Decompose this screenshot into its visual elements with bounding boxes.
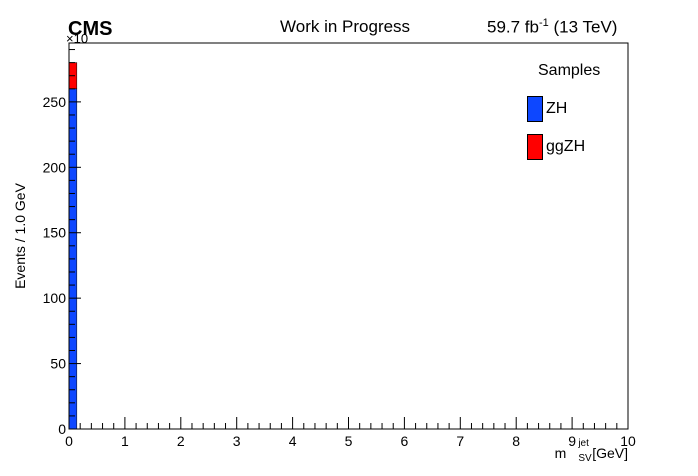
legend-label-zh: ZH — [546, 100, 568, 117]
experiment-label: CMS — [68, 18, 113, 40]
y-tick-label: 200 — [43, 159, 67, 175]
y-axis-multiplier: ×10 — [66, 31, 89, 46]
energy-label: (13 TeV) — [548, 17, 618, 37]
x-tick-label: 7 — [456, 433, 464, 449]
legend-swatch-zh — [527, 96, 543, 122]
x-tick-label: 9 — [568, 433, 576, 449]
x-tick-label: 0 — [65, 433, 73, 449]
x-tick-label: 5 — [345, 433, 353, 449]
y-tick-label: 50 — [50, 356, 66, 372]
y-tick-label: 0 — [58, 421, 66, 437]
luminosity-label: 59.7 fb-1 (13 TeV) — [487, 17, 617, 38]
legend-label-ggzh: ggZH — [546, 138, 586, 155]
x-axis-label-main: m — [554, 445, 567, 461]
x-tick-label: 4 — [289, 433, 297, 449]
status-label: Work in Progress — [280, 17, 411, 36]
legend-item-zh: ZH — [527, 96, 567, 122]
lumi-exponent: -1 — [539, 17, 549, 29]
x-tick-label: 3 — [233, 433, 241, 449]
legend-item-ggzh: ggZH — [527, 134, 585, 160]
x-axis-label: m jet SV [GeV] — [554, 438, 628, 464]
x-tick-label: 2 — [177, 433, 185, 449]
x-tick-label: 1 — [121, 433, 129, 449]
x-axis-label-sub: SV — [578, 453, 592, 464]
axis-ticks — [68, 49, 629, 430]
y-tick-label: 100 — [43, 290, 67, 306]
x-tick-label: 8 — [512, 433, 520, 449]
x-tick-label: 10 — [620, 433, 636, 449]
legend-swatch-ggzh — [527, 134, 543, 160]
y-axis-label: Events / 1.0 GeV — [12, 183, 28, 289]
lumi-value: 59.7 fb — [487, 17, 539, 37]
y-tick-label: 250 — [43, 94, 67, 110]
y-tick-label: 150 — [43, 225, 67, 241]
x-axis-label-unit: [GeV] — [588, 445, 628, 461]
x-tick-label: 6 — [401, 433, 409, 449]
x-axis-label-sup: jet — [578, 438, 589, 449]
legend-title: Samples — [538, 62, 601, 79]
